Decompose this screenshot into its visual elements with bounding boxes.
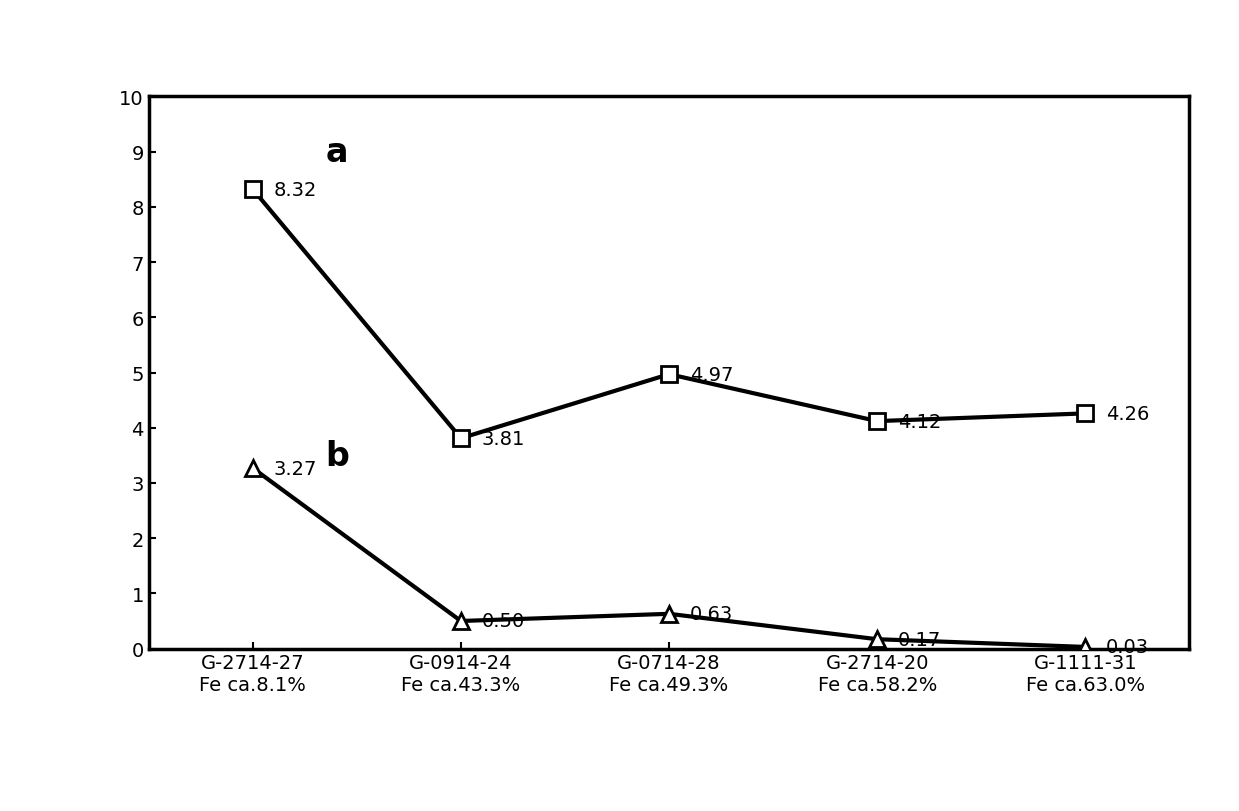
Text: 0.03: 0.03	[1106, 637, 1150, 657]
Text: 4.12: 4.12	[898, 412, 942, 431]
Text: 0.50: 0.50	[482, 611, 525, 631]
Text: a: a	[326, 136, 348, 169]
Text: 3.27: 3.27	[274, 459, 317, 478]
Text: 4.26: 4.26	[1106, 405, 1150, 423]
Text: 4.97: 4.97	[690, 365, 733, 384]
Text: b: b	[326, 440, 349, 472]
Text: 0.17: 0.17	[898, 630, 942, 649]
Text: 0.63: 0.63	[690, 604, 733, 624]
Text: 8.32: 8.32	[274, 181, 317, 200]
Text: 3.81: 3.81	[482, 429, 525, 448]
